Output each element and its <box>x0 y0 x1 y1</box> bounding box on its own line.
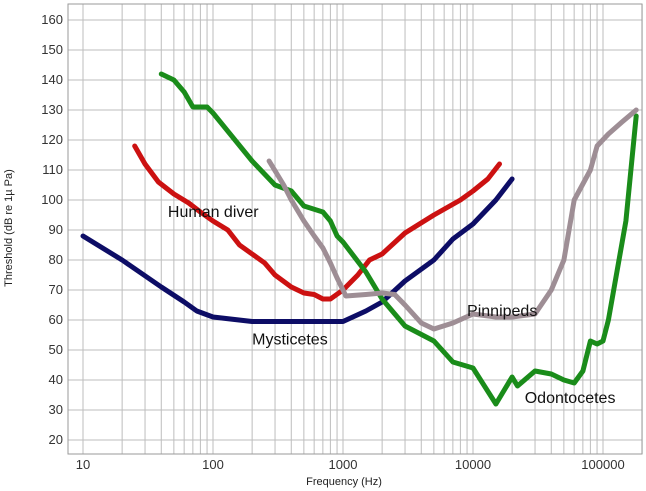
y-tick-label: 160 <box>41 12 63 27</box>
series-line-pinnipeds <box>266 107 639 332</box>
y-tick-label: 40 <box>49 372 63 387</box>
y-tick-label: 100 <box>41 192 63 207</box>
x-tick-label: 100 <box>202 457 224 472</box>
series-line-human-diver <box>132 143 502 302</box>
y-tick-labels: 20 30 40 50 60 70 80 90 100 110 120 130 140 150 160 <box>41 12 63 447</box>
y-tick-label: 140 <box>41 72 63 87</box>
annotation-human-diver: Human diver <box>168 204 259 221</box>
y-tick-label: 110 <box>42 162 63 177</box>
x-tick-label: 1000 <box>329 457 358 472</box>
x-tick-label: 10 <box>76 457 90 472</box>
x-axis-title: Frequency (Hz) <box>306 476 382 488</box>
x-tick-label: 10000 <box>455 457 491 472</box>
x-tick-labels: 10 100 1000 10000 100000 <box>76 457 625 472</box>
y-tick-label: 30 <box>49 402 63 417</box>
y-tick-label: 90 <box>49 222 63 237</box>
x-tick-label: 100000 <box>581 457 624 472</box>
annotation-mysticetes: Mysticetes <box>252 332 328 349</box>
grid-lines <box>68 4 643 454</box>
y-tick-label: 130 <box>41 102 63 117</box>
y-tick-label: 70 <box>49 282 63 297</box>
annotation-odontocetes: Odontocetes <box>525 390 616 407</box>
series-line-mysticetes <box>80 176 515 324</box>
y-tick-label: 60 <box>49 312 63 327</box>
y-tick-label: 120 <box>41 132 63 147</box>
plot-frame <box>67 3 643 455</box>
y-tick-label: 150 <box>41 42 63 57</box>
series-line-odontocetes <box>158 71 639 407</box>
curve-annotations: Human diver Mysticetes Odontocetes Pinniped… <box>168 204 616 407</box>
annotation-pinnipeds: Pinnipeds <box>467 303 537 320</box>
y-tick-label: 20 <box>49 432 63 447</box>
y-tick-label: 80 <box>49 252 63 267</box>
series-lines <box>80 71 639 407</box>
y-axis-title: Threshold (dB re 1µ Pa) <box>3 169 15 287</box>
y-tick-label: 50 <box>49 342 63 357</box>
